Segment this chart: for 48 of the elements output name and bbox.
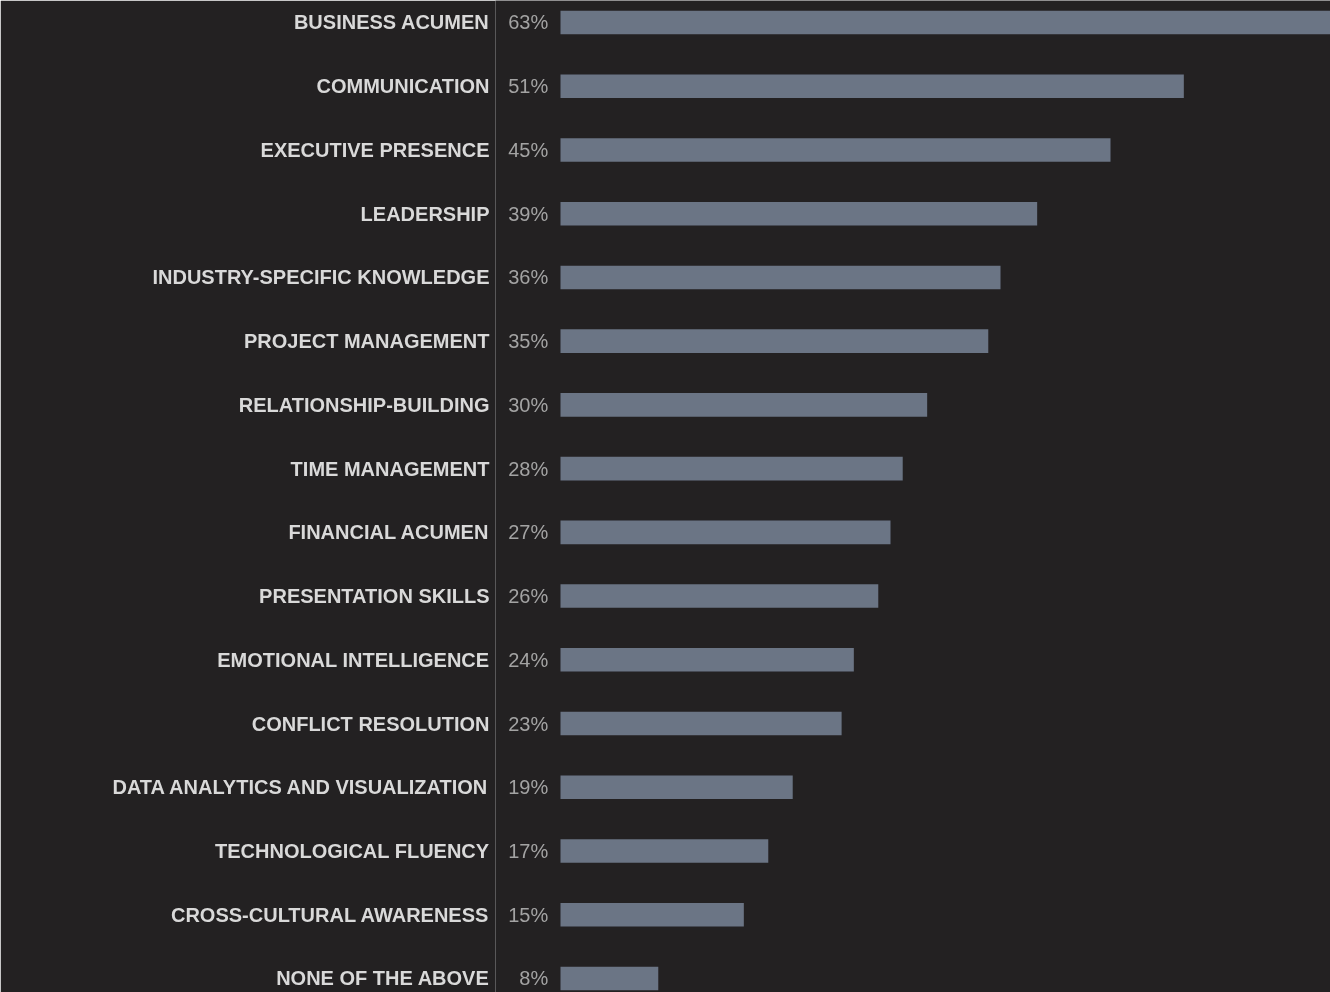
data-label: 24%: [508, 648, 549, 671]
data-label: 8%: [519, 967, 549, 990]
data-label: 35%: [508, 330, 549, 353]
y-tick-label: EMOTIONAL INTELLIGENCE: [217, 648, 490, 671]
data-label: 30%: [508, 393, 549, 416]
y-tick-label: RELATIONSHIP-BUILDING: [238, 393, 490, 416]
y-tick-label: EXECUTIVE PRESENCE: [260, 138, 490, 161]
y-tick-label: TECHNOLOGICAL FLUENCY: [215, 840, 490, 863]
y-tick-label: NONE OF THE ABOVE: [276, 967, 489, 990]
bar: [560, 201, 1038, 226]
y-tick-label: FINANCIAL ACUMEN: [288, 521, 489, 544]
y-tick-label: BUSINESS ACUMEN: [293, 11, 489, 34]
bar: [560, 74, 1184, 99]
data-label: 39%: [508, 202, 549, 225]
y-tick-label: CONFLICT RESOLUTION: [251, 712, 490, 735]
bar: [560, 265, 1001, 290]
data-label: 36%: [508, 266, 549, 289]
bar: [560, 456, 903, 481]
data-label: 23%: [508, 712, 549, 735]
bar: [560, 329, 989, 353]
data-label: 15%: [508, 903, 549, 926]
bar: [560, 648, 854, 672]
data-label: 17%: [508, 840, 549, 863]
y-tick-label: CROSS-CULTURAL AWARENESS: [170, 903, 489, 926]
data-label: 26%: [508, 585, 549, 608]
data-label: 51%: [508, 75, 549, 98]
y-tick-label: DATA ANALYTICS AND VISUALIZATION: [112, 776, 488, 799]
bar: [560, 966, 659, 991]
bar: [560, 839, 769, 863]
data-label: 63%: [508, 11, 549, 34]
y-tick-label: TIME MANAGEMENT: [290, 457, 490, 480]
bar: [560, 520, 891, 545]
bar: [560, 138, 1111, 162]
y-tick-label: PROJECT MANAGEMENT: [243, 330, 490, 353]
data-label: 45%: [508, 138, 549, 161]
bar: [560, 902, 744, 927]
data-label: 19%: [508, 776, 549, 799]
data-label: 28%: [508, 457, 549, 480]
y-tick-label: LEADERSHIP: [360, 202, 490, 225]
bar: [560, 711, 842, 736]
data-label: 27%: [508, 521, 549, 544]
bar: [560, 10, 1330, 35]
y-tick-label: COMMUNICATION: [316, 75, 490, 98]
y-tick-label: PRESENTATION SKILLS: [259, 585, 490, 608]
bar: [560, 775, 793, 800]
bar: [560, 584, 879, 608]
bar: [560, 393, 928, 417]
y-tick-label: INDUSTRY-SPECIFIC KNOWLEDGE: [152, 266, 490, 289]
